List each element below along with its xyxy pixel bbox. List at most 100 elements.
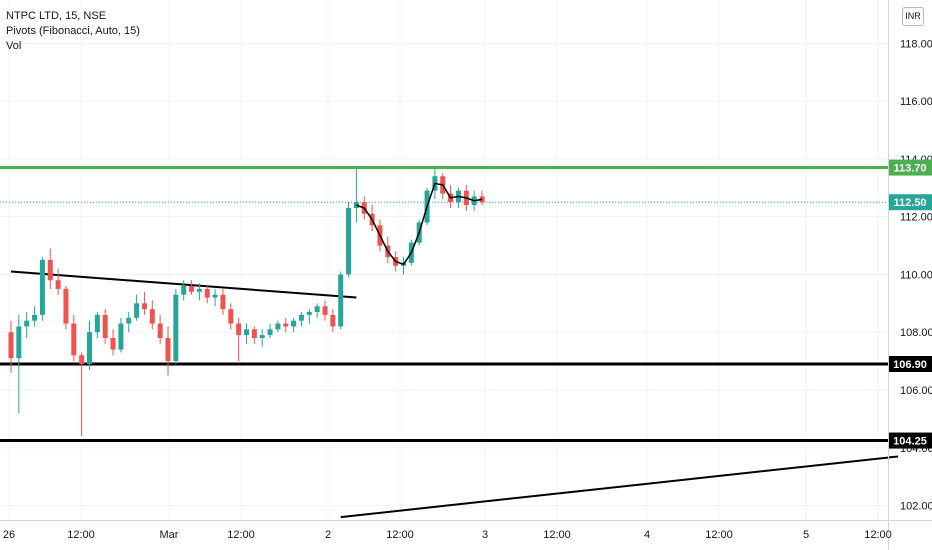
chart-legend: NTPC LTD, 15, NSE Pivots (Fibonacci, Aut… xyxy=(6,9,140,54)
candle xyxy=(149,300,155,330)
candle-body xyxy=(275,323,281,330)
currency-button[interactable]: INR xyxy=(902,7,924,26)
y-tick-label: 118.00 xyxy=(900,38,932,50)
candle xyxy=(39,257,45,321)
price-tag-box xyxy=(889,356,932,372)
price-tag: 113.70 xyxy=(889,159,932,176)
candle xyxy=(134,294,140,321)
x-tick-label: 26 xyxy=(3,529,15,541)
candle-body xyxy=(251,329,257,338)
price-tag-box xyxy=(889,194,932,211)
y-tick-label: 102.00 xyxy=(900,501,932,513)
candle xyxy=(173,288,179,364)
candle xyxy=(102,309,108,344)
candle xyxy=(118,317,124,353)
candle xyxy=(55,268,61,295)
candle xyxy=(47,248,53,289)
candle-body xyxy=(212,294,218,298)
candle xyxy=(87,320,92,370)
candle-body xyxy=(102,314,108,338)
y-tick-label: 116.00 xyxy=(900,96,932,108)
candle-body xyxy=(39,260,45,315)
candle xyxy=(220,288,226,315)
candle-body xyxy=(16,326,22,359)
candle-body xyxy=(228,309,234,324)
x-tick-label: 12:00 xyxy=(67,529,95,541)
candle-body xyxy=(8,332,14,359)
candle-body xyxy=(283,323,289,327)
x-tick-label: 3 xyxy=(482,529,488,541)
y-tick-label: 108.00 xyxy=(900,327,932,339)
candle xyxy=(267,323,273,338)
candle-body xyxy=(149,309,155,324)
candle-body xyxy=(118,323,124,350)
candle-body xyxy=(173,294,179,362)
candle xyxy=(157,314,163,344)
price-tag: 106.90 xyxy=(889,356,932,372)
candle xyxy=(165,326,171,376)
candle-body xyxy=(338,274,344,327)
y-tick-label: 106.00 xyxy=(900,385,932,397)
pivots-indicator-label[interactable]: Pivots (Fibonacci, Auto, 15) xyxy=(6,25,140,37)
candle-body xyxy=(236,323,242,336)
candle-body xyxy=(141,303,147,310)
volume-indicator-label[interactable]: Vol xyxy=(6,40,22,52)
chart-grid xyxy=(0,0,888,520)
candle xyxy=(346,202,352,278)
candle xyxy=(8,320,14,373)
candle xyxy=(275,320,281,333)
candle-body xyxy=(220,294,226,310)
candle xyxy=(455,187,461,208)
candle xyxy=(32,306,38,327)
candle-body xyxy=(196,288,202,292)
candle-body xyxy=(330,314,336,327)
candle xyxy=(94,312,100,338)
price-tag: 112.50 xyxy=(889,194,932,211)
time-axis: 26 12:00 Mar 12:00 2 12:00 3 12:00 4 12:00 5 12:00 xyxy=(0,520,932,541)
x-tick-label: 12:00 xyxy=(227,529,255,541)
candle xyxy=(204,286,210,304)
moving-average-line xyxy=(356,182,483,266)
candle xyxy=(212,288,218,307)
candle xyxy=(330,309,336,333)
candle xyxy=(291,317,297,333)
price-tag-box xyxy=(889,159,932,176)
x-tick-label: 12:00 xyxy=(705,529,733,541)
candle-body xyxy=(298,314,304,321)
candle xyxy=(259,329,265,347)
y-tick-label: 112.00 xyxy=(900,212,932,224)
candle-body xyxy=(314,306,320,312)
candle xyxy=(353,167,359,223)
candle xyxy=(141,291,147,315)
x-tick-label: 4 xyxy=(644,529,650,541)
candle-body xyxy=(32,314,38,321)
candle xyxy=(110,329,116,356)
candle-body xyxy=(181,286,187,295)
x-tick-label: 5 xyxy=(803,529,809,541)
candle-body xyxy=(204,288,210,298)
candle-body xyxy=(134,303,140,318)
trendline xyxy=(340,455,899,519)
candle-body xyxy=(63,288,69,324)
candle-body xyxy=(71,323,77,356)
price-tag-label: 113.70 xyxy=(893,163,926,175)
candle-body xyxy=(55,280,61,289)
candle-body xyxy=(189,286,195,292)
candle-body xyxy=(259,335,265,338)
horizontal-line-group xyxy=(0,166,888,443)
x-tick-label: 2 xyxy=(325,529,331,541)
candle-body xyxy=(346,208,352,275)
x-tick-label: Mar xyxy=(160,529,179,541)
candle xyxy=(306,309,312,324)
price-tag-box xyxy=(889,432,932,449)
candle xyxy=(63,286,69,330)
symbol-title[interactable]: NTPC LTD, 15, NSE xyxy=(6,10,107,22)
candle-body xyxy=(126,317,132,324)
candle xyxy=(181,280,187,301)
candle-body xyxy=(24,320,30,327)
candle xyxy=(401,257,406,275)
candle xyxy=(126,312,132,333)
price-tag-label: 106.90 xyxy=(893,359,927,371)
candle-body xyxy=(306,312,312,315)
